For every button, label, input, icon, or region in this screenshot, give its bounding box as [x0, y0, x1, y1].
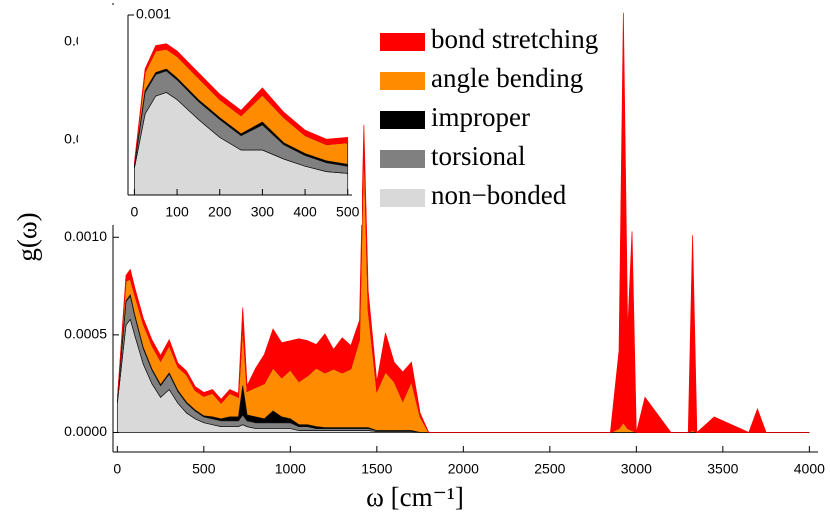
x-tick-label: 2500: [534, 461, 565, 477]
legend-swatch: [380, 72, 425, 90]
x-tick-label: 1500: [361, 461, 392, 477]
legend: bond stretching angle bending improper tors…: [380, 24, 598, 210]
area: [134, 43, 349, 164]
legend-swatch: [380, 189, 425, 207]
legend-label: bond stretching: [431, 24, 598, 54]
y-tick-label: 0.0010: [64, 228, 107, 244]
area: [116, 12, 810, 434]
y-tick-label: 0.0000: [64, 423, 107, 439]
y-tick-label: 0.0005: [64, 326, 107, 342]
legend-swatch: [380, 111, 425, 129]
x-tick-label: 4000: [794, 461, 825, 477]
x-tick-label: 0: [113, 461, 121, 477]
x-tick-label: 3500: [707, 461, 738, 477]
x-tick-label: 2000: [448, 461, 479, 477]
x-tick-label: 300: [251, 204, 275, 220]
x-tick-label: 0: [131, 204, 139, 220]
legend-label: non−bonded: [431, 180, 567, 210]
inset-chart: 0 100 200 300 400 500 0.001: [78, 5, 362, 225]
legend-label: torsional: [431, 141, 526, 171]
legend-swatch: [380, 150, 425, 168]
legend-label: improper: [431, 102, 530, 132]
x-tick-label: 1000: [275, 461, 306, 477]
legend-swatch: [380, 33, 425, 51]
x-tick-label: 500: [192, 461, 216, 477]
x-tick-label: 100: [165, 204, 189, 220]
y-tick-label: 0.001: [136, 6, 171, 22]
x-tick-label: 200: [208, 204, 232, 220]
y-axis-label: g(ω): [12, 212, 42, 261]
x-axis-label: ω [cm⁻¹]: [366, 482, 464, 512]
x-tick-label: 500: [336, 204, 360, 220]
x-tick-label: 400: [293, 204, 317, 220]
legend-label: angle bending: [431, 63, 583, 93]
x-tick-label: 3000: [621, 461, 652, 477]
